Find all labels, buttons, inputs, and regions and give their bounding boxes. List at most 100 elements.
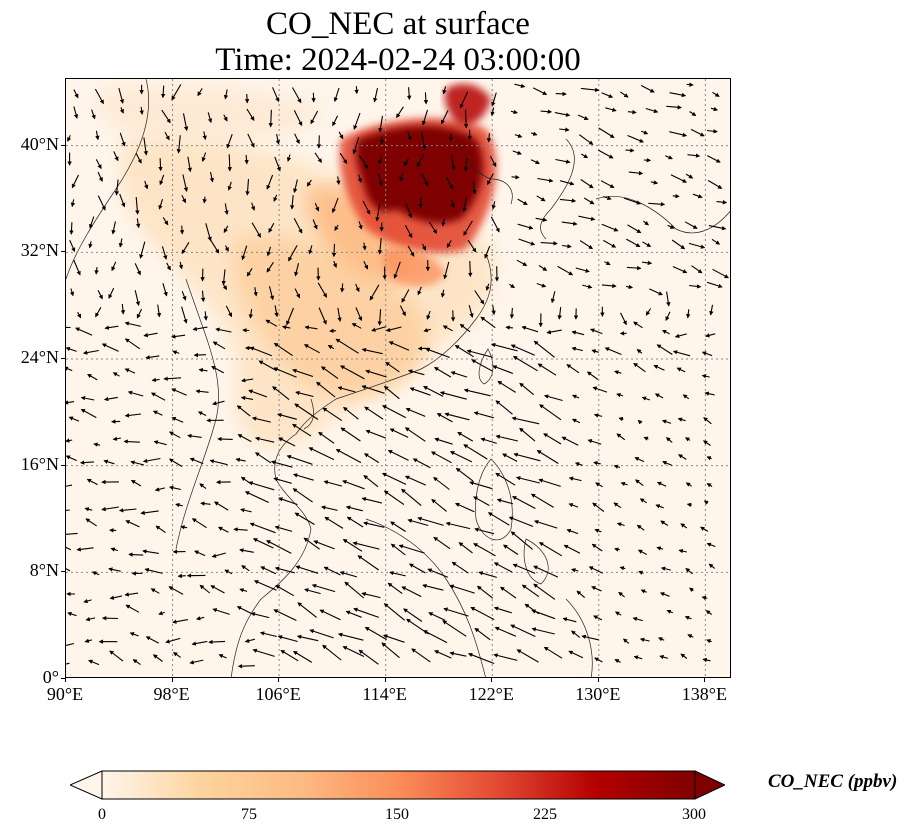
wind-arrow [227, 154, 232, 172]
wind-arrow [426, 310, 431, 320]
wind-arrow [641, 396, 650, 401]
wind-arrow [111, 261, 117, 272]
map-canvas [66, 79, 730, 677]
wind-arrow [97, 289, 103, 300]
wind-arrow [476, 585, 494, 599]
wind-arrow [363, 521, 385, 528]
wind-arrow [404, 225, 413, 239]
wind-arrow [319, 609, 341, 621]
wind-arrow [521, 325, 539, 333]
wind-arrow [712, 91, 720, 97]
wind-arrow [369, 284, 380, 301]
wind-arrow [642, 241, 652, 247]
wind-arrow [463, 220, 473, 236]
wind-arrow [171, 84, 182, 101]
wind-arrow [643, 436, 649, 441]
wind-arrow [685, 173, 694, 179]
wind-arrow [430, 451, 452, 464]
lat-tick-mark [61, 678, 65, 679]
wind-arrow [209, 459, 228, 466]
wind-arrow [271, 87, 280, 103]
colorbar [68, 770, 727, 800]
wind-arrow [224, 245, 229, 252]
wind-arrow [275, 133, 281, 145]
wind-arrow [642, 220, 650, 226]
wind-arrow [335, 338, 359, 354]
wind-arrow [516, 649, 539, 663]
wind-arrow [578, 215, 596, 221]
wind-arrow [538, 542, 563, 557]
wind-arrow [213, 501, 229, 511]
wind-arrow [382, 634, 405, 643]
wind-arrow [490, 156, 497, 168]
wind-arrow [463, 388, 491, 397]
wind-arrow [383, 603, 406, 621]
wind-arrow [266, 246, 272, 257]
coastlines [66, 79, 730, 677]
wind-arrow [321, 505, 338, 511]
wind-arrow [244, 638, 256, 643]
wind-arrow [703, 417, 712, 425]
wind-arrow [109, 595, 123, 600]
wind-arrow [371, 326, 387, 332]
wind-arrow [455, 467, 474, 482]
wind-arrow [88, 659, 100, 666]
wind-arrow [576, 590, 586, 599]
wind-arrow [709, 304, 714, 316]
wind-arrow [82, 349, 99, 355]
wind-arrow [706, 542, 716, 548]
wind-arrow [266, 174, 274, 190]
wind-arrow [69, 288, 75, 297]
wind-arrow [467, 239, 477, 253]
wind-arrow [510, 624, 536, 637]
wind-arrow [510, 344, 535, 356]
wind-arrow [336, 176, 341, 185]
wind-arrow [383, 385, 400, 400]
wind-arrow [616, 392, 624, 398]
wind-arrow [633, 362, 646, 373]
wind-arrow [67, 135, 72, 142]
wind-arrow [625, 284, 634, 290]
wind-arrow [613, 502, 622, 509]
wind-arrow [468, 305, 474, 318]
wind-arrow [561, 436, 579, 446]
wind-arrow [627, 109, 637, 115]
wind-arrow [334, 224, 339, 231]
wind-arrow [502, 544, 519, 555]
wind-arrow [486, 133, 492, 143]
wind-arrow [628, 170, 644, 176]
wind-arrow [517, 198, 528, 206]
wind-arrow [408, 563, 426, 574]
wind-arrow [511, 174, 520, 180]
colorbar-gradient [101, 770, 696, 800]
wind-arrow [304, 588, 321, 595]
wind-arrow [76, 311, 82, 319]
wind-arrow [514, 133, 523, 138]
wind-arrow [566, 364, 580, 374]
wind-arrow [598, 149, 614, 159]
wind-arrow [362, 200, 371, 215]
wind-arrow [212, 400, 225, 406]
wind-arrow [706, 483, 713, 488]
colorbar-label: CO_NEC (ppbv) [768, 771, 898, 792]
wind-arrow [661, 329, 670, 335]
wind-arrow [240, 395, 254, 401]
wind-arrow [423, 92, 429, 105]
wind-arrow [513, 452, 541, 462]
wind-arrow [155, 525, 166, 534]
wind-arrow [68, 416, 80, 422]
wind-arrow [640, 130, 649, 135]
wind-arrow [241, 245, 248, 261]
wind-arrow [512, 496, 536, 509]
wind-arrow [249, 522, 276, 534]
wind-arrow [248, 308, 254, 319]
wind-arrow [502, 453, 518, 462]
wind-arrow [407, 369, 425, 376]
wind-arrow [357, 555, 380, 571]
wind-arrow [554, 112, 571, 117]
wind-arrow [550, 291, 556, 304]
wind-arrow [365, 429, 387, 439]
wind-arrow [685, 482, 692, 487]
wind-arrow [293, 179, 298, 194]
wind-arrow [387, 450, 409, 461]
